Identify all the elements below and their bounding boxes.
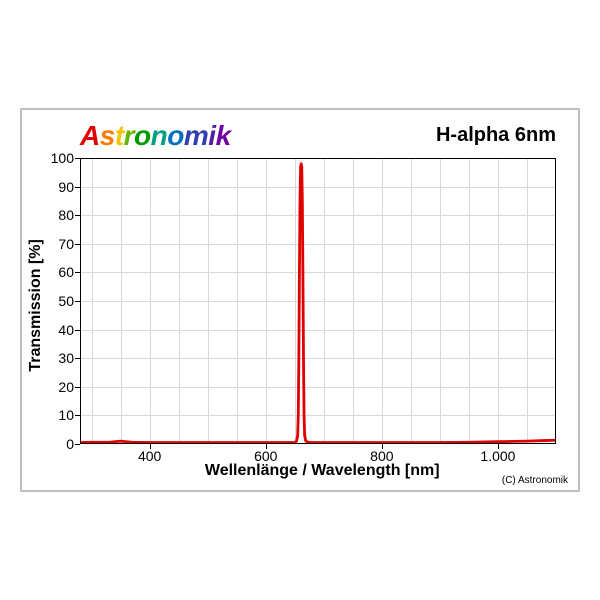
x-tick-label: 800 <box>370 444 393 464</box>
brand-logo: Astronomik <box>80 120 231 152</box>
copyright-label: (C) Astronomik <box>502 475 568 486</box>
y-tick-label: 100 <box>51 150 80 166</box>
y-tick-label: 40 <box>58 322 80 338</box>
y-tick-label: 20 <box>58 379 80 395</box>
x-tick-label: 400 <box>138 444 161 464</box>
y-tick-label: 90 <box>58 179 80 195</box>
y-tick-label: 70 <box>58 236 80 252</box>
x-tick-label: 600 <box>254 444 277 464</box>
y-tick-label: 60 <box>58 264 80 280</box>
transmission-curve <box>80 158 556 444</box>
y-tick-label: 10 <box>58 407 80 423</box>
y-tick-label: 30 <box>58 350 80 366</box>
y-axis-label: Transmission [%] <box>27 239 45 371</box>
y-tick-label: 80 <box>58 207 80 223</box>
x-axis-label: Wellenlänge / Wavelength [nm] <box>205 462 440 480</box>
chart-frame: Astronomik H-alpha 6nm Transmission [%] … <box>20 108 580 492</box>
plot-area: 01020304050607080901004006008001.000 <box>80 158 556 444</box>
y-tick-label: 50 <box>58 293 80 309</box>
product-title: H-alpha 6nm <box>436 124 556 147</box>
x-tick-label: 1.000 <box>480 444 515 464</box>
y-tick-label: 0 <box>66 436 80 452</box>
